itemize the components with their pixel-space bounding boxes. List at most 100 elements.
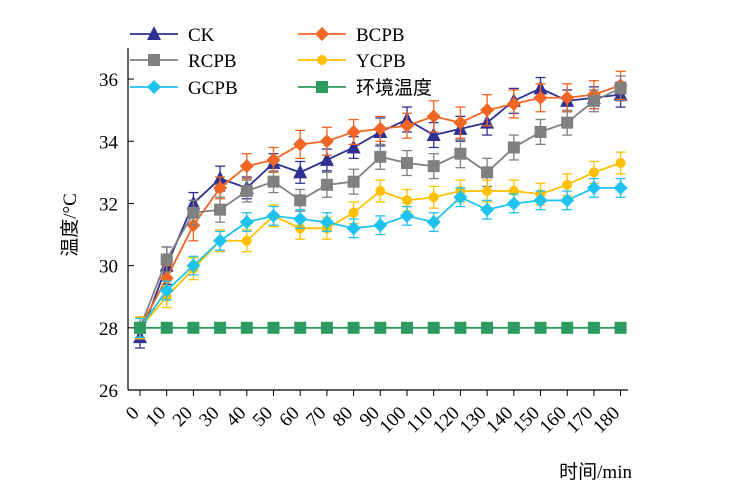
data-point: [426, 215, 441, 230]
data-point: [213, 180, 228, 195]
data-point: [506, 196, 521, 211]
y-axis-title: 温度/°C: [59, 193, 81, 257]
data-point: [534, 125, 547, 138]
data-point: [294, 194, 307, 207]
data-point: [562, 179, 573, 190]
data-point: [507, 141, 520, 154]
data-point: [267, 175, 280, 188]
data-point: [213, 233, 228, 248]
legend-entry-3: YCPB: [298, 51, 406, 72]
data-point: [615, 158, 626, 169]
data-point: [293, 212, 308, 226]
legend-label: BCPB: [356, 25, 405, 46]
data-point: [507, 321, 520, 334]
data-point: [454, 147, 467, 160]
data-point: [427, 160, 440, 173]
data-point: [614, 82, 627, 95]
data-point: [586, 180, 601, 195]
legend-marker: [148, 54, 160, 66]
data-point: [320, 178, 333, 191]
x-tick-label: 180: [589, 403, 624, 438]
data-point: [186, 258, 201, 273]
legend-marker: [147, 26, 161, 40]
legend-entry-0: CK: [130, 25, 215, 46]
data-point: [426, 127, 441, 142]
x-tick-label: 30: [195, 403, 223, 431]
data-point: [481, 166, 494, 179]
y-tick-label: 32: [99, 194, 118, 215]
data-point: [319, 134, 334, 149]
data-point: [241, 235, 252, 246]
x-tick-label: 20: [169, 403, 197, 431]
data-point: [561, 116, 574, 129]
data-point: [480, 103, 495, 118]
data-point: [134, 321, 146, 334]
data-point: [401, 321, 413, 334]
x-tick-label: 70: [302, 403, 330, 431]
data-point: [240, 185, 253, 198]
data-point: [319, 151, 334, 166]
data-point: [239, 159, 254, 174]
data-point: [402, 195, 412, 206]
data-point: [613, 180, 628, 195]
data-point: [426, 109, 441, 124]
data-point: [587, 94, 600, 107]
data-point: [561, 321, 574, 334]
data-point: [266, 152, 281, 167]
data-point: [373, 121, 388, 136]
x-tick-label: 50: [249, 403, 277, 431]
y-tick-label: 26: [99, 381, 118, 402]
data-point: [160, 253, 173, 266]
data-point: [346, 124, 361, 139]
data-point: [533, 90, 548, 105]
data-point: [481, 321, 494, 334]
y-tick-label: 34: [99, 132, 119, 153]
data-point: [293, 164, 308, 179]
legend-entry-2: RCPB: [130, 51, 237, 72]
y-tick-label: 36: [99, 70, 118, 91]
legend-label: GCPB: [188, 78, 238, 99]
data-point: [347, 321, 360, 334]
data-point: [319, 215, 334, 230]
series-4: [133, 177, 628, 338]
data-point: [453, 190, 468, 205]
data-point: [428, 192, 439, 203]
legend-marker: [315, 27, 329, 41]
data-point: [187, 206, 200, 219]
data-point: [294, 321, 307, 334]
data-point: [588, 167, 599, 178]
data-point: [187, 321, 200, 334]
x-axis-title: 时间/min: [559, 461, 632, 483]
series-3: [135, 151, 626, 340]
data-point: [346, 139, 361, 154]
x-tick-label: 40: [222, 403, 250, 431]
axes: 2628303234360102030405060708090100110120…: [99, 48, 628, 438]
data-point: [239, 215, 254, 230]
data-point: [587, 321, 600, 334]
legend: CK BCPB RCPB YCPB GCPB 环境温度: [130, 25, 432, 99]
data-point: [453, 115, 468, 130]
series-1: [133, 70, 628, 340]
data-point: [214, 321, 227, 334]
data-point: [375, 186, 386, 197]
x-tick-label: 80: [329, 403, 357, 431]
plot-area: [133, 70, 628, 349]
data-point: [214, 203, 227, 216]
legend-entry-1: BCPB: [298, 25, 405, 46]
y-tick-label: 28: [99, 319, 118, 340]
data-point: [427, 321, 440, 334]
data-point: [533, 193, 548, 208]
data-point: [373, 218, 388, 233]
legend-label: 环境温度: [356, 77, 432, 99]
data-point: [374, 321, 387, 334]
data-point: [506, 96, 521, 111]
legend-entry-4: GCPB: [130, 78, 238, 99]
legend-label: CK: [188, 25, 215, 46]
data-point: [401, 157, 413, 170]
data-point: [400, 208, 414, 223]
legend-label: RCPB: [188, 51, 237, 72]
series-2: [134, 75, 627, 340]
data-point: [240, 321, 253, 334]
x-tick-label: 10: [142, 403, 170, 431]
